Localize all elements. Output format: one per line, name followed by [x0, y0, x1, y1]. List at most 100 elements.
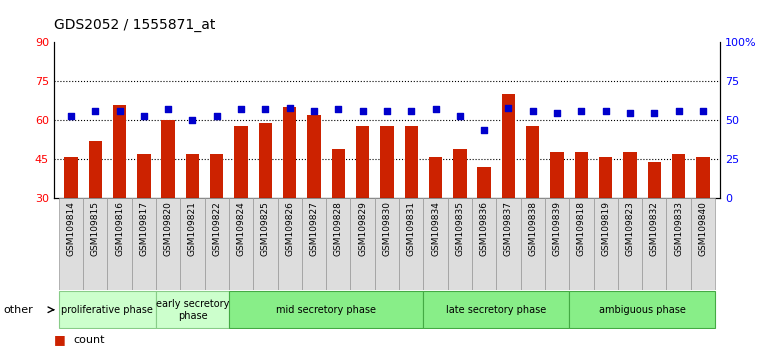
Bar [162, 120, 175, 198]
Bar [210, 154, 223, 198]
Point [138, 113, 150, 119]
Bar [380, 126, 393, 198]
Bar [691, 198, 715, 290]
Bar [642, 198, 667, 290]
Point [527, 108, 539, 114]
Bar [497, 198, 521, 290]
Bar [447, 198, 472, 290]
Text: GSM109827: GSM109827 [310, 201, 319, 256]
Bar [618, 198, 642, 290]
Point [551, 110, 563, 115]
Bar [551, 152, 564, 198]
Point [259, 107, 272, 112]
Bar [569, 198, 594, 290]
Bar [229, 198, 253, 290]
Bar [156, 291, 229, 328]
Bar [59, 198, 83, 290]
Text: GSM109835: GSM109835 [455, 201, 464, 256]
Text: GSM109828: GSM109828 [334, 201, 343, 256]
Text: GSM109825: GSM109825 [261, 201, 270, 256]
Bar [350, 198, 375, 290]
Bar [283, 107, 296, 198]
Bar [472, 198, 497, 290]
Point [308, 108, 320, 114]
Text: GSM109822: GSM109822 [213, 201, 221, 256]
Bar [132, 198, 156, 290]
Point [162, 107, 174, 112]
Bar [545, 198, 569, 290]
Bar [599, 157, 612, 198]
Bar [399, 198, 424, 290]
Point [454, 113, 466, 119]
Point [600, 108, 612, 114]
Text: mid secretory phase: mid secretory phase [276, 305, 377, 315]
Bar [667, 198, 691, 290]
Bar [424, 198, 447, 290]
Text: GSM109840: GSM109840 [698, 201, 708, 256]
Bar [64, 157, 78, 198]
Text: GSM109831: GSM109831 [407, 201, 416, 256]
Text: GSM109832: GSM109832 [650, 201, 659, 256]
Bar [454, 149, 467, 198]
Text: GSM109817: GSM109817 [139, 201, 149, 256]
Bar [574, 152, 588, 198]
Bar [356, 126, 370, 198]
Bar [229, 291, 424, 328]
Point [89, 108, 102, 114]
Point [211, 113, 223, 119]
Text: GSM109819: GSM109819 [601, 201, 610, 256]
Bar [404, 126, 418, 198]
Text: proliferative phase: proliferative phase [62, 305, 153, 315]
Text: GSM109833: GSM109833 [674, 201, 683, 256]
Bar [180, 198, 205, 290]
Bar [59, 291, 156, 328]
Point [672, 108, 685, 114]
Bar [307, 115, 320, 198]
Bar [259, 123, 272, 198]
Text: GSM109824: GSM109824 [236, 201, 246, 256]
Bar [186, 154, 199, 198]
Bar [89, 141, 102, 198]
Bar [332, 149, 345, 198]
Point [332, 107, 344, 112]
Point [283, 105, 296, 111]
Text: other: other [4, 305, 34, 315]
Text: GSM109816: GSM109816 [115, 201, 124, 256]
Text: early secretory
phase: early secretory phase [156, 299, 229, 321]
Bar [253, 198, 277, 290]
Text: GSM109820: GSM109820 [164, 201, 172, 256]
Point [186, 118, 199, 123]
Point [648, 110, 661, 115]
Text: ambiguous phase: ambiguous phase [599, 305, 685, 315]
Point [697, 108, 709, 114]
Bar [107, 198, 132, 290]
Bar [429, 157, 442, 198]
Bar [672, 154, 685, 198]
Text: GSM109836: GSM109836 [480, 201, 489, 256]
Bar [502, 95, 515, 198]
Text: GSM109826: GSM109826 [285, 201, 294, 256]
Bar [205, 198, 229, 290]
Point [357, 108, 369, 114]
Text: GSM109834: GSM109834 [431, 201, 440, 256]
Point [502, 105, 514, 111]
Bar [594, 198, 618, 290]
Text: GSM109837: GSM109837 [504, 201, 513, 256]
Bar [156, 198, 180, 290]
Point [478, 127, 490, 132]
Text: GSM109839: GSM109839 [553, 201, 561, 256]
Point [430, 107, 442, 112]
Point [405, 108, 417, 114]
Text: GSM109823: GSM109823 [625, 201, 634, 256]
Text: GSM109830: GSM109830 [383, 201, 391, 256]
Text: GSM109821: GSM109821 [188, 201, 197, 256]
Text: ■: ■ [54, 353, 65, 354]
Text: GSM109818: GSM109818 [577, 201, 586, 256]
Point [575, 108, 588, 114]
Bar [648, 162, 661, 198]
Text: count: count [73, 335, 105, 345]
Bar [424, 291, 569, 328]
Text: late secretory phase: late secretory phase [446, 305, 547, 315]
Bar [326, 198, 350, 290]
Bar [302, 198, 326, 290]
